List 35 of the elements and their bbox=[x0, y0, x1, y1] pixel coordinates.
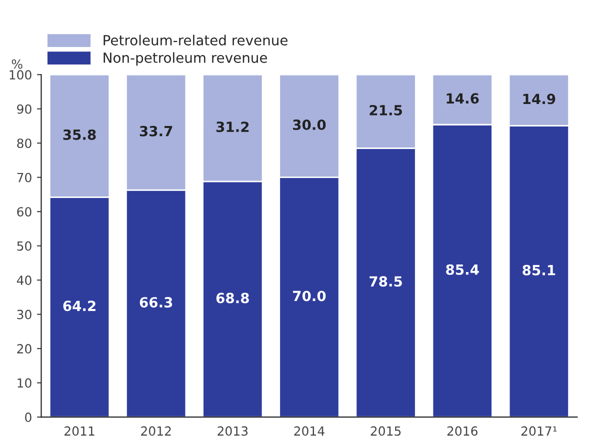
y-tick-label: 0 bbox=[25, 412, 32, 422]
legend-label: Petroleum-related revenue bbox=[104, 34, 288, 46]
y-tick-label: 80 bbox=[17, 138, 32, 148]
y-tick-label: 40 bbox=[16, 276, 32, 286]
x-tick-label: 2011 bbox=[64, 426, 94, 436]
y-tick-label: 10 bbox=[18, 378, 32, 388]
y-tick-label: 60 bbox=[17, 207, 32, 217]
x-tick-label: 2013 bbox=[218, 426, 248, 436]
y-tick-label: 90 bbox=[17, 104, 32, 114]
data-label: 14.9 bbox=[523, 94, 556, 104]
x-tick-label: 2014 bbox=[294, 426, 324, 436]
data-label: 33.7 bbox=[140, 126, 172, 136]
y-tick-label: 70 bbox=[17, 172, 32, 182]
data-label: 85.1 bbox=[522, 264, 556, 276]
legend-label: Non-petroleum revenue bbox=[104, 52, 268, 66]
data-label: 21.5 bbox=[370, 104, 402, 116]
data-label: 85.4 bbox=[446, 264, 479, 275]
data-label: 64.2 bbox=[63, 300, 96, 312]
x-tick-label: 2012 bbox=[141, 426, 171, 436]
x-tick-label: 2017¹ bbox=[521, 426, 557, 436]
data-label: 68.8 bbox=[216, 292, 249, 304]
x-tick-label: 2015 bbox=[370, 426, 401, 436]
data-label: 35.8 bbox=[63, 129, 96, 140]
y-tick-label: 20 bbox=[17, 344, 32, 354]
x-tick-label: 2016 bbox=[447, 426, 478, 436]
data-label: 31.2 bbox=[216, 122, 249, 132]
data-label: 78.5 bbox=[370, 276, 402, 287]
data-label: 70.0 bbox=[293, 290, 326, 302]
y-tick-label: 50 bbox=[17, 241, 32, 251]
y-tick-label: 30 bbox=[17, 310, 32, 320]
data-label: 66.3 bbox=[140, 297, 172, 308]
y-tick-label: 100 bbox=[10, 70, 32, 80]
y-axis-title: % bbox=[12, 59, 22, 69]
data-label: 30.0 bbox=[293, 120, 326, 130]
data-label: 14.6 bbox=[446, 93, 479, 104]
